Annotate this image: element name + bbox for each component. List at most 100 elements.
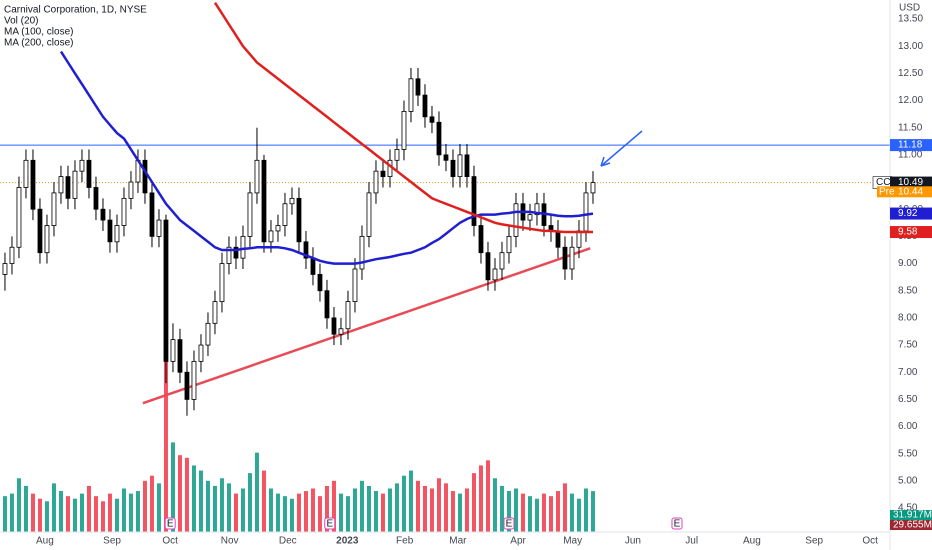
- event-marker: [324, 517, 336, 530]
- candle-body: [590, 182, 596, 194]
- candle-body: [114, 225, 120, 243]
- volume-bar: [44, 501, 49, 532]
- candle-body: [513, 203, 519, 237]
- candle-body: [492, 268, 498, 281]
- candle-body: [352, 268, 358, 302]
- volume-bar: [590, 491, 595, 532]
- y-tick-label: 13.00: [898, 41, 923, 52]
- volume-bar: [359, 480, 364, 532]
- symbol-label: CCL: [876, 177, 896, 188]
- candle-body: [37, 208, 43, 254]
- volume-bar: [51, 483, 56, 532]
- event-marker: [503, 517, 515, 530]
- candle-body: [394, 149, 400, 161]
- candle-body: [408, 78, 414, 112]
- candle-body: [576, 230, 582, 248]
- volume-bar: [527, 496, 532, 532]
- y-tick-label: 7.50: [898, 340, 918, 351]
- candle-body: [184, 371, 190, 400]
- candle-body: [205, 322, 211, 346]
- candle-body: [30, 159, 36, 210]
- candle-body: [345, 301, 351, 330]
- volume-bar: [100, 501, 105, 532]
- candle-body: [289, 197, 295, 205]
- candle-body: [219, 263, 225, 302]
- volume-bar: [79, 493, 84, 532]
- price-axis: [890, 0, 932, 550]
- candle-body: [415, 78, 421, 96]
- candle-body: [569, 246, 575, 270]
- indicator-label: MA (200, close): [4, 38, 73, 49]
- indicator-label: Vol (20): [4, 16, 38, 27]
- volume-bar: [23, 485, 28, 532]
- volume-bar: [471, 473, 476, 532]
- candle-body: [100, 208, 106, 221]
- candle-body: [450, 159, 456, 178]
- candle-body: [324, 290, 330, 319]
- volume-bar: [219, 478, 224, 532]
- volume-bar: [247, 473, 252, 532]
- volume-bar: [401, 475, 406, 532]
- ma-tag: 9.58: [898, 227, 918, 238]
- volume-bar: [408, 470, 413, 532]
- volume-bar: [429, 488, 434, 532]
- candle-body: [23, 159, 29, 188]
- last-price-bg: [890, 176, 932, 189]
- candle-body: [44, 225, 50, 254]
- volume-bar: [205, 480, 210, 532]
- candle-body: [562, 246, 568, 270]
- candle-body: [107, 219, 113, 243]
- candle-body: [226, 246, 232, 264]
- x-tick-label: Oct: [862, 536, 878, 547]
- candle-body: [583, 192, 589, 232]
- volume-bar: [58, 491, 63, 532]
- ma-tag-bg: [890, 207, 932, 220]
- volume-bar: [275, 493, 280, 532]
- volume-bar: [387, 488, 392, 532]
- candle-body: [527, 214, 533, 221]
- y-tick-label: 9.00: [898, 258, 918, 269]
- candle-body: [534, 203, 540, 216]
- candle-body: [275, 225, 281, 232]
- candle-body: [93, 187, 99, 210]
- candle-body: [429, 116, 435, 123]
- volume-bar: [30, 493, 35, 532]
- volume-tag: 31.917M: [893, 510, 932, 521]
- volume-bar: [464, 488, 469, 532]
- volume-bar: [415, 480, 420, 532]
- x-tick-label: Feb: [396, 536, 414, 547]
- volume-bar: [569, 493, 574, 532]
- candle-body: [471, 176, 477, 226]
- volume-bar: [107, 493, 112, 532]
- candle-body: [9, 246, 15, 264]
- candle-body: [555, 230, 561, 248]
- arrow-head: [600, 156, 611, 167]
- currency: USD: [899, 3, 920, 14]
- candle-body: [464, 154, 470, 178]
- volume-bar: [534, 498, 539, 532]
- candle-body: [261, 159, 267, 243]
- candle-body: [212, 301, 218, 324]
- candle-body: [373, 170, 379, 194]
- volume-bar: [233, 493, 238, 532]
- volume-bar: [254, 452, 259, 532]
- candle-body: [366, 192, 372, 237]
- x-tick-label: Sep: [805, 536, 823, 547]
- hline-tag: 11.18: [898, 140, 923, 151]
- candle-body: [499, 252, 505, 270]
- volume-bar: [135, 491, 140, 532]
- volume-bar: [65, 496, 70, 532]
- candle-body: [422, 94, 428, 118]
- y-tick-label: 12.00: [898, 95, 923, 106]
- volume-bar: [72, 498, 77, 532]
- y-tick-label: 6.00: [898, 421, 918, 432]
- volume-bar: [373, 491, 378, 532]
- candle-body: [254, 159, 260, 194]
- volume-tag-bg: [890, 510, 932, 520]
- candle-body: [233, 246, 239, 259]
- volume-bar: [282, 496, 287, 532]
- x-tick-label: Mar: [449, 536, 467, 547]
- volume-bar: [170, 442, 175, 532]
